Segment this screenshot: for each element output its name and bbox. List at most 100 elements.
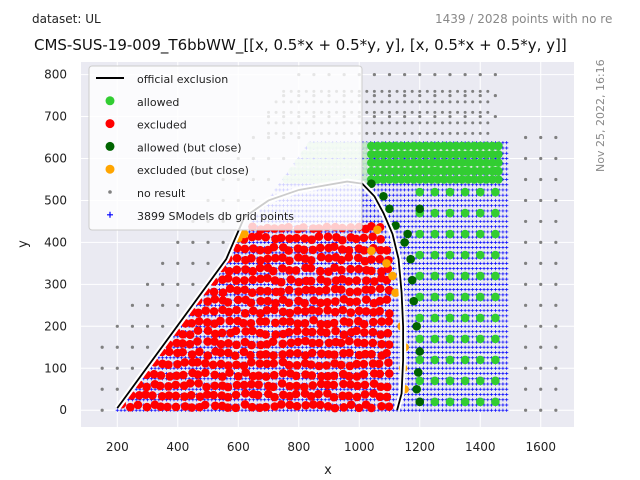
no-result-point: [440, 100, 444, 104]
allowed-point: [421, 149, 431, 159]
excluded-close-point: [382, 259, 391, 268]
allowed-point: [475, 208, 485, 218]
no-result-point: [380, 121, 384, 125]
excluded-point: [239, 361, 249, 371]
allowed-point: [481, 175, 491, 184]
excluded-point: [246, 298, 256, 308]
excluded-point: [256, 296, 266, 306]
no-result-point: [115, 366, 119, 370]
allowed-point: [361, 158, 370, 167]
allowed-point: [457, 149, 467, 159]
no-result-point: [418, 100, 422, 104]
allowed-point: [379, 141, 388, 151]
excluded-point: [200, 400, 210, 410]
allowed-point: [391, 141, 400, 151]
x-tick-label-1: 400: [166, 440, 189, 454]
excluded-point: [193, 370, 203, 379]
allowed-point: [469, 158, 479, 167]
excluded-point: [352, 326, 361, 336]
excluded-point: [194, 379, 203, 388]
excluded-point: [309, 296, 319, 305]
excluded-point: [323, 298, 332, 307]
legend-circle-marker: [105, 96, 115, 106]
excluded-point: [268, 382, 278, 392]
excluded-point: [178, 330, 188, 339]
no-result-point: [403, 114, 407, 119]
allowed-point: [460, 397, 470, 407]
excluded-point: [218, 288, 228, 297]
excluded-point: [346, 308, 356, 317]
no-result-point: [463, 131, 467, 135]
excluded-point: [352, 392, 362, 402]
legend-label: excluded (but close): [137, 164, 249, 177]
allowed-point: [445, 397, 455, 407]
excluded-point: [346, 264, 355, 274]
excluded-point: [278, 390, 288, 400]
excluded-point: [367, 349, 376, 359]
allowed-point: [403, 166, 412, 176]
x-axis-title: x: [324, 463, 332, 478]
no-result-point: [456, 121, 460, 125]
excluded-point: [330, 263, 339, 272]
no-result-point: [524, 177, 528, 182]
allowed-point: [460, 292, 470, 302]
no-result-point: [161, 282, 165, 286]
no-result-point: [388, 131, 392, 135]
allowed-point: [491, 397, 500, 407]
excluded-point: [367, 285, 376, 295]
excluded-point: [261, 317, 271, 326]
allowed-point: [457, 141, 467, 151]
excluded-point: [331, 297, 340, 306]
allowed-point: [491, 208, 500, 218]
excluded-point: [201, 358, 210, 368]
no-result-point: [478, 110, 482, 114]
allowed-point: [367, 141, 376, 151]
excluded-point: [201, 368, 210, 378]
excluded-point: [164, 382, 173, 391]
excluded-point: [256, 274, 265, 284]
excluded-point: [314, 232, 324, 241]
excluded-point: [293, 348, 302, 358]
allowed-close-point: [400, 238, 409, 247]
no-result-point: [410, 131, 414, 135]
excluded-point: [193, 308, 203, 318]
excluded-point: [203, 337, 212, 346]
no-result-point: [478, 93, 482, 98]
excluded-point: [224, 266, 234, 276]
allowed-close-point: [379, 191, 388, 201]
excluded-point: [360, 328, 369, 337]
x-tick-label-4: 1000: [344, 440, 375, 454]
no-result-point: [448, 100, 452, 104]
no-result-point: [176, 261, 180, 265]
no-result-point: [524, 324, 528, 328]
excluded-point: [271, 330, 280, 339]
excluded-point: [292, 361, 302, 370]
allowed-point: [494, 158, 503, 167]
legend-circle-marker: [105, 164, 115, 174]
no-result-point: [395, 110, 399, 114]
excluded-point: [180, 392, 189, 401]
allowed-close-point: [415, 347, 425, 356]
excluded-point: [180, 402, 190, 411]
excluded-point: [216, 316, 225, 326]
allowed-point: [427, 149, 437, 159]
excluded-point: [271, 318, 280, 328]
excluded-point: [232, 360, 241, 370]
excluded-point: [178, 347, 187, 357]
no-result-point: [478, 114, 482, 119]
excluded-point: [224, 307, 234, 317]
excluded-point: [278, 368, 288, 378]
no-result-point: [486, 121, 490, 125]
excluded-point: [224, 338, 233, 348]
no-result-point: [539, 324, 543, 328]
y-tick-label-1: 100: [44, 361, 67, 375]
allowed-point: [439, 158, 449, 167]
excluded-point: [164, 360, 173, 370]
excluded-point: [339, 403, 349, 412]
excluded-point: [309, 315, 318, 325]
excluded-point: [180, 358, 190, 367]
no-result-point: [100, 366, 104, 370]
excluded-point: [246, 350, 255, 360]
excluded-point: [382, 295, 392, 304]
excluded-point: [301, 370, 310, 379]
